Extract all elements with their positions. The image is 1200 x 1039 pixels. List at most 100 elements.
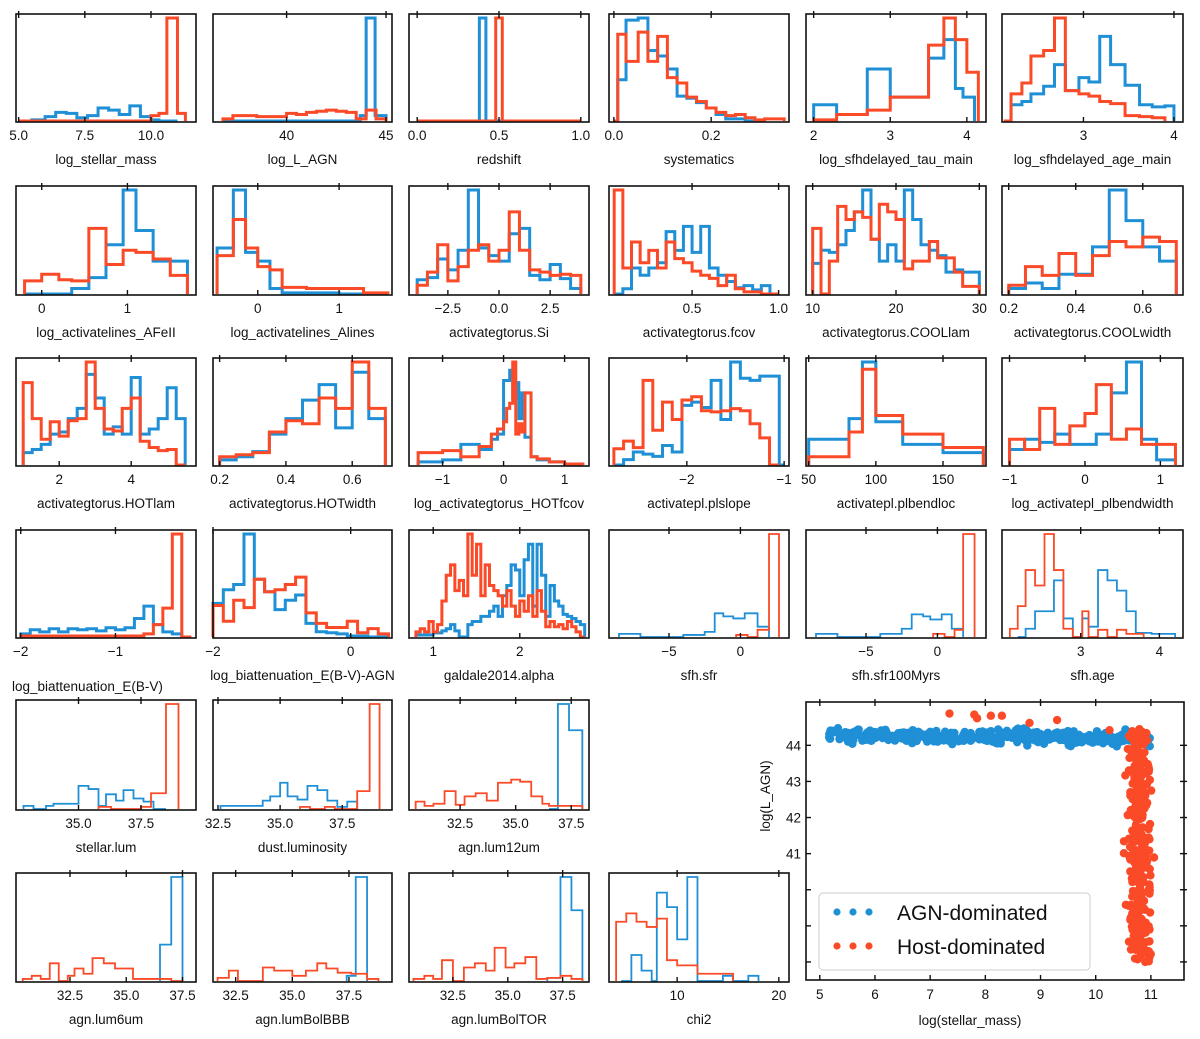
scatter-point-host (1144, 824, 1153, 834)
x-axis-label: sfh.sfr (681, 668, 718, 683)
x-tick-label: 6 (871, 987, 879, 1002)
histogram-panel-log-stellar-mass: 5.0 7.5 10.0 log_stellar_mass (9, 11, 197, 167)
scatter-point-agn (1003, 730, 1012, 739)
x-tick-label: 0.2 (702, 128, 721, 143)
axes-frame (1001, 529, 1184, 639)
x-tick-label: 50 (801, 472, 816, 487)
x-tick-label: 100 (865, 472, 888, 487)
scatter-point-host (1137, 805, 1147, 815)
scatter-point-agn (954, 737, 963, 746)
histogram-series-host (215, 218, 390, 295)
histogram-series-host (1008, 383, 1177, 465)
x-tick-label: 37.5 (329, 816, 355, 831)
x-tick-label: 37.5 (558, 816, 584, 831)
legend-box (818, 892, 1091, 971)
scatter-point-agn (844, 733, 854, 743)
x-tick-label: 40 (279, 128, 294, 143)
scatter-point-host (1146, 949, 1155, 959)
scatter-point-host (1128, 938, 1137, 948)
x-tick-label: −2.5 (435, 301, 462, 316)
x-tick-label: 35.0 (65, 816, 91, 831)
x-tick-label: −1 (435, 472, 450, 487)
scatter-point-host (1131, 833, 1140, 842)
scatter-point-host (1146, 871, 1155, 880)
x-tick-label: 35.0 (113, 988, 139, 1003)
scatter-point-host (1128, 734, 1138, 744)
histogram-panel-log-biattenuation-e-b-v: −2 −1 log_biattenuation_E(B-V) (12, 527, 197, 694)
x-tick-label: −1 (108, 644, 123, 659)
scatter-point-agn (984, 732, 994, 741)
histogram-series-host (218, 360, 387, 465)
axes-frame (805, 357, 987, 467)
histogram-series-agn (417, 16, 581, 123)
histogram-panel-activategtorus-si: −2.5 0.0 2.5 activategtorus.Si (408, 183, 590, 340)
scatter-point-agn (993, 725, 1003, 734)
x-tick-label: 1 (561, 472, 569, 487)
axes-frame (408, 872, 590, 983)
scatter-point-agn (874, 732, 883, 741)
scatter-point-host (1136, 905, 1146, 915)
x-tick-label: 5.0 (9, 128, 28, 143)
scatter-point-host (1139, 873, 1148, 882)
x-tick-label: −5 (661, 644, 676, 659)
scatter-point-host (1129, 846, 1138, 856)
scatter-point-agn (912, 736, 921, 746)
histogram-series-agn (815, 613, 965, 638)
scatter-point-agn (1112, 742, 1121, 751)
scatter-point-agn (959, 731, 969, 741)
histogram-panel-log-activatelines-afeii: 0 1 log_activatelines_AFeII (15, 183, 197, 340)
x-tick-label: 0 (254, 301, 262, 316)
histogram-panel-dust-luminosity: 32.5 35.0 37.5 dust.luminosity (205, 697, 393, 855)
scatter-point-agn (1050, 731, 1059, 740)
legend: AGN-dominated Host-dominated (818, 892, 1091, 971)
scatter-point-host (1130, 808, 1140, 817)
legend-marker-icon (833, 942, 841, 950)
histogram-panel-redshift: 0.0 0.5 1.0 redshift (408, 11, 590, 167)
x-axis-label: activategtorus.fcov (643, 325, 756, 340)
scatter-point-host (1138, 888, 1147, 897)
histogram-panel-activategtorus-coolwidth: 0.2 0.4 0.6 activategtorus.COOLwidth (999, 183, 1184, 340)
x-tick-label: 32.5 (57, 988, 83, 1003)
scatter-point-host (1025, 718, 1034, 728)
x-axis-label: activategtorus.COOLwidth (1014, 325, 1172, 340)
x-tick-label: 0.6 (343, 472, 362, 487)
histogram-series-host (21, 360, 186, 467)
scatter-point-host (1141, 938, 1150, 947)
scatter-point-host (1128, 918, 1138, 927)
scatter-point-agn (900, 735, 910, 744)
legend-marker-icon (865, 908, 873, 916)
histogram-panel-log-biattenuation-e-b-v-agn: −2 0 log_biattenuation_E(B-V)-AGN (205, 527, 395, 683)
scatter-points (824, 709, 1159, 967)
axes-frame (608, 185, 790, 296)
scatter-point-agn (929, 731, 939, 741)
histogram-panel-activategtorus-fcov: 0.5 1.0 activategtorus.fcov (608, 183, 790, 340)
scatter-point-host (997, 711, 1007, 720)
histogram-series-agn (807, 360, 985, 465)
axes-frame (212, 699, 393, 811)
x-axis-label: activategtorus.HOTwidth (229, 496, 376, 511)
axes-frame (15, 699, 197, 811)
axes-frame (15, 872, 197, 983)
scatter-point-host (1135, 751, 1145, 761)
scatter-point-agn (922, 737, 932, 746)
histogram-series-host (299, 703, 381, 810)
axes-frame (15, 357, 197, 467)
scatter-point-host (1139, 896, 1149, 906)
scatter-point-host (1052, 715, 1062, 725)
scatter-point-agn (1104, 737, 1114, 746)
scatter-point-host (945, 709, 954, 718)
x-tick-label: 7 (926, 987, 934, 1002)
histogram-series-host (412, 946, 584, 982)
x-tick-label: 1 (124, 301, 132, 316)
x-axis-label: activategtorus.HOTlam (37, 496, 175, 511)
legend-marker-icon (833, 908, 841, 916)
x-tick-label: 0 (1081, 472, 1089, 487)
axes-frame (15, 185, 197, 296)
axes-frame (608, 872, 790, 983)
x-tick-label: 32.5 (440, 988, 466, 1003)
x-axis-label: log_L_AGN (268, 152, 338, 167)
histogram-series-agn (1003, 34, 1176, 123)
histogram-series-host (613, 30, 786, 123)
x-tick-label: 4 (1170, 128, 1178, 143)
axes-frame (15, 13, 197, 123)
